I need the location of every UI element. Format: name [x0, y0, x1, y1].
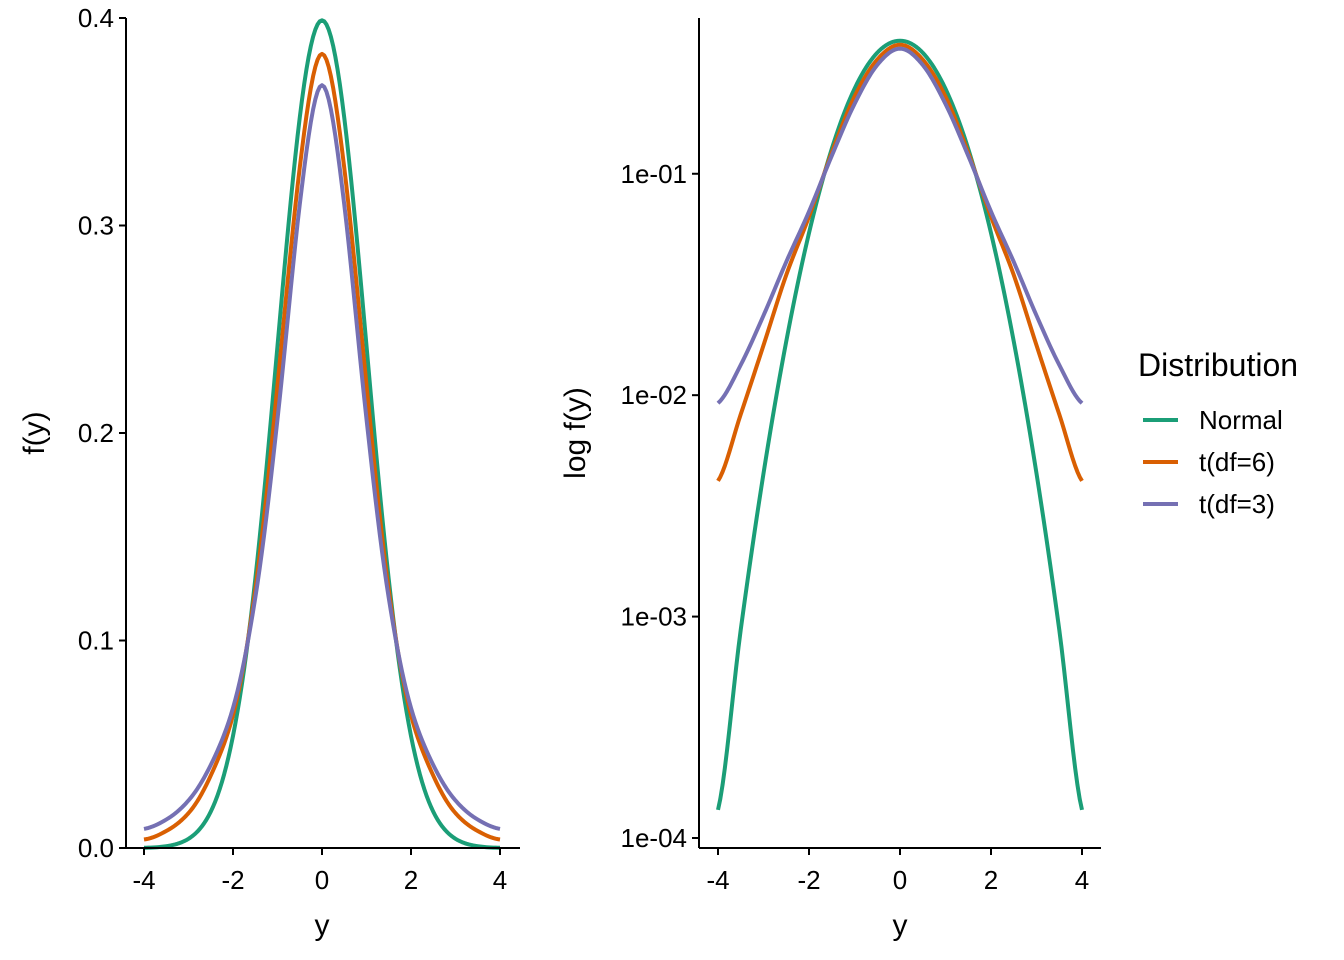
left-y-axis-title: f(y)	[18, 411, 51, 454]
legend: Distribution Normal t(df=6) t(df=3)	[1138, 347, 1298, 519]
x-tick-label: -4	[706, 865, 729, 895]
left-x-ticks: -4 -2 0 2 4	[132, 848, 507, 895]
legend-label: t(df=3)	[1199, 489, 1275, 519]
y-tick-label: 1e-04	[621, 823, 688, 853]
right-y-ticks: 1e-04 1e-03 1e-02 1e-01	[621, 159, 699, 853]
legend-label: t(df=6)	[1199, 447, 1275, 477]
left-x-axis-title: y	[315, 909, 330, 942]
left-y-ticks: 0.0 0.1 0.2 0.3 0.4	[78, 3, 126, 863]
legend-label: Normal	[1199, 405, 1283, 435]
x-tick-label: 0	[315, 865, 329, 895]
x-tick-label: -2	[221, 865, 244, 895]
y-tick-label: 0.0	[78, 833, 114, 863]
y-tick-label: 1e-02	[621, 380, 688, 410]
x-tick-label: 4	[1075, 865, 1089, 895]
x-tick-label: -2	[797, 865, 820, 895]
y-tick-label: 0.3	[78, 211, 114, 241]
x-tick-label: 2	[404, 865, 418, 895]
y-tick-label: 0.1	[78, 626, 114, 656]
series-line-t-df-6-	[143, 51, 501, 842]
x-tick-label: 2	[984, 865, 998, 895]
y-tick-label: 1e-03	[621, 602, 688, 632]
legend-items: Normal t(df=6) t(df=3)	[1143, 405, 1283, 519]
x-tick-label: -4	[132, 865, 155, 895]
right-y-axis-title: log f(y)	[559, 387, 592, 479]
y-tick-label: 0.4	[78, 3, 114, 33]
x-tick-label: 0	[893, 865, 907, 895]
series-line-t-df-3-	[143, 83, 501, 831]
left-series-lines	[143, 18, 501, 850]
y-tick-label: 0.2	[78, 418, 114, 448]
y-tick-label: 1e-01	[621, 159, 688, 189]
right-x-ticks: -4 -2 0 2 4	[706, 848, 1089, 895]
series-line-normal	[716, 38, 1084, 811]
panel-left-density: 0.0 0.1 0.2 0.3 0.4 -4 -2 0 2 4 y f(y)	[18, 3, 520, 942]
series-line-t-df-3-	[716, 46, 1084, 405]
x-tick-label: 4	[493, 865, 507, 895]
legend-title: Distribution	[1138, 347, 1298, 383]
series-line-t-df-6-	[716, 42, 1084, 482]
panel-right-log-density: 1e-04 1e-03 1e-02 1e-01 -4 -2 0 2 4 y log f(y)	[559, 18, 1101, 942]
right-series-lines	[716, 38, 1084, 811]
series-line-normal	[143, 18, 501, 850]
right-x-axis-title: y	[893, 909, 908, 942]
